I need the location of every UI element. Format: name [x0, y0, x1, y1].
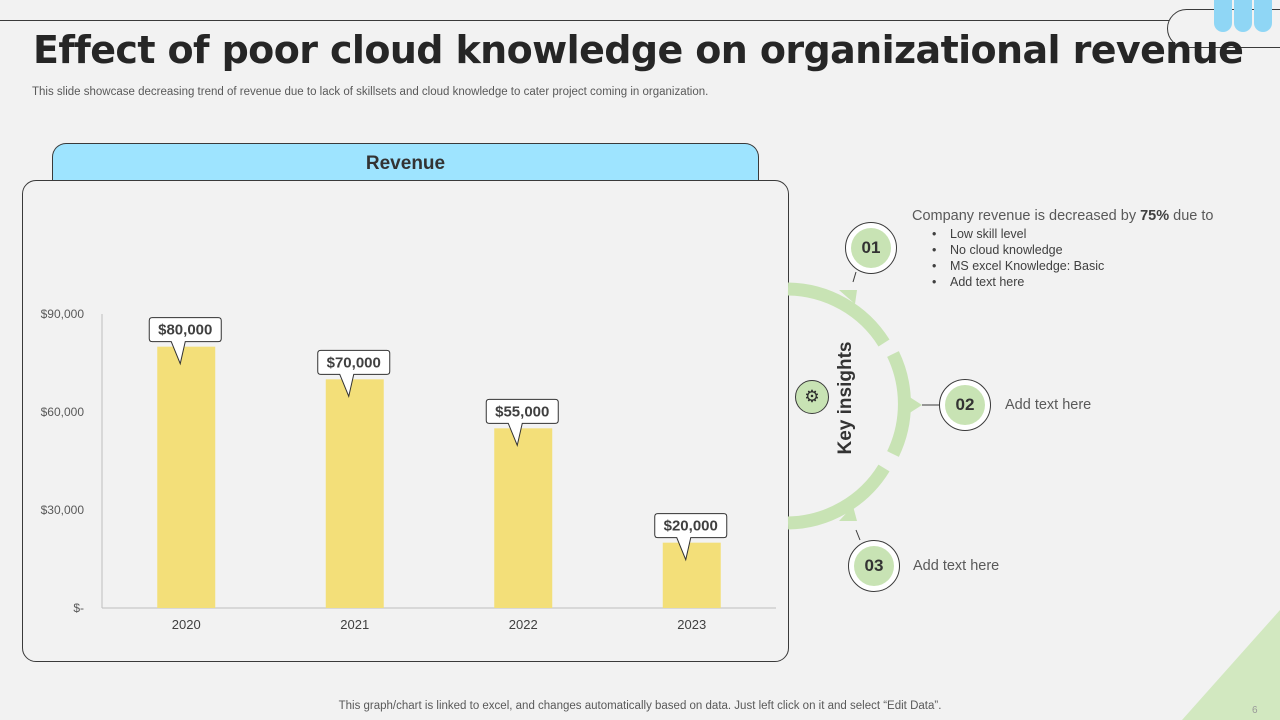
ring-pointer: [839, 290, 857, 304]
insight-01-bullets: Low skill level No cloud knowledge MS ex…: [932, 226, 1104, 290]
green-corner-triangle: [1182, 610, 1280, 720]
connector-line: [855, 529, 861, 541]
blue-tab-decoration: [1234, 0, 1252, 32]
revenue-bar-chart[interactable]: $- $30,000 $60,000 $90,000 2020 $80,000 2021 $7…: [22, 180, 787, 660]
list-item: Low skill level: [932, 226, 1104, 242]
data-label-callout: [654, 513, 728, 562]
y-tick-label: $60,000: [41, 405, 85, 419]
x-tick-label: 2021: [340, 617, 369, 632]
insight-number-02: 02: [939, 379, 991, 431]
insight-number-03: 03: [848, 540, 900, 592]
data-label-callout: [148, 317, 222, 366]
header-rule: [0, 20, 1180, 21]
list-item: Add text here: [932, 274, 1104, 290]
list-item: No cloud knowledge: [932, 242, 1104, 258]
bar[interactable]: [325, 379, 384, 608]
chart-header-label: Revenue: [365, 153, 446, 174]
data-label-callout: [485, 398, 559, 447]
header-pill-decoration: [1167, 0, 1280, 48]
insight-01-heading: Company revenue is decreased by 75% due …: [912, 208, 1214, 224]
lightbulb-gear-icon: ⚙: [795, 380, 829, 414]
bar[interactable]: [157, 346, 216, 608]
x-tick-label: 2020: [172, 617, 201, 632]
insight-03-text: Add text here: [913, 558, 1000, 574]
bar[interactable]: [662, 542, 721, 608]
ring-pointer: [908, 396, 922, 414]
page-number: 6: [1252, 705, 1258, 716]
slide-title: Effect of poor cloud knowledge on organi…: [33, 28, 1244, 72]
x-tick-label: 2023: [677, 617, 706, 632]
data-label: $55,000: [495, 403, 549, 420]
insight-number-01: 01: [845, 222, 897, 274]
y-tick-label: $30,000: [41, 503, 85, 517]
data-label: $80,000: [158, 322, 212, 339]
slide-subtitle: This slide showcase decreasing trend of …: [32, 86, 709, 98]
data-label: $70,000: [327, 354, 381, 371]
connector-line: [852, 271, 857, 283]
list-item: MS excel Knowledge: Basic: [932, 258, 1104, 274]
blue-tab-decoration: [1214, 0, 1232, 32]
x-tick-label: 2022: [509, 617, 538, 632]
insight-02-text: Add text here: [1005, 397, 1092, 413]
ring-segment: [787, 282, 890, 347]
ring-pointer: [839, 506, 857, 521]
bar[interactable]: [494, 428, 553, 608]
data-label: $20,000: [664, 518, 718, 535]
ring-segment: [787, 464, 890, 530]
data-label-callout: [317, 349, 391, 398]
ring-segment: [887, 351, 911, 457]
chart-container[interactable]: [22, 180, 789, 662]
y-tick-label: $-: [73, 601, 84, 615]
y-tick-label: $90,000: [41, 307, 85, 321]
footer-note: This graph/chart is linked to excel, and…: [338, 700, 942, 712]
blue-tab-decoration: [1254, 0, 1272, 32]
